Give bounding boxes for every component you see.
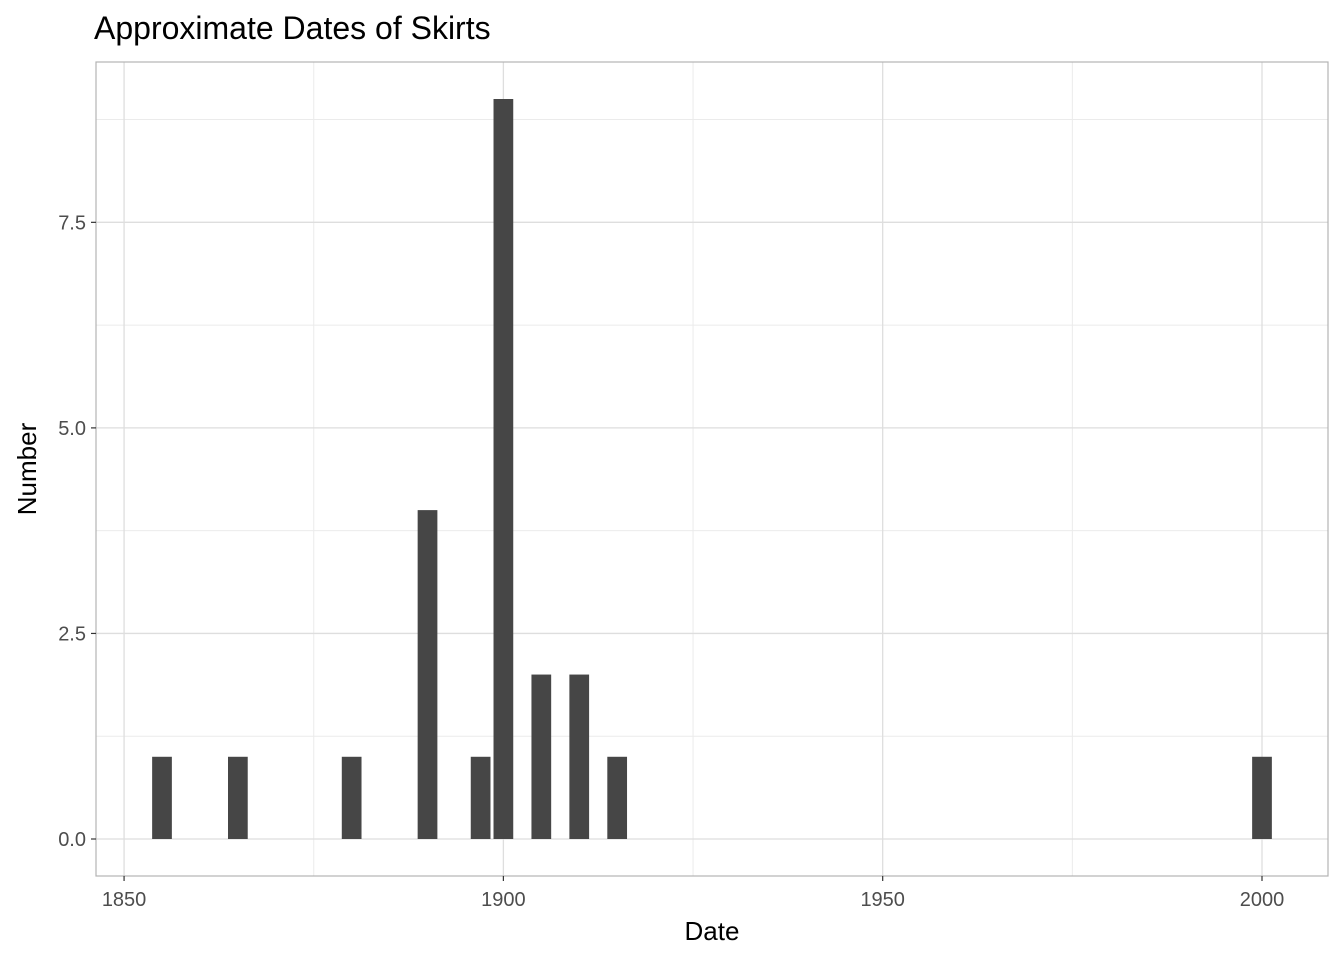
bar-1915 — [607, 756, 628, 839]
chart-title: Approximate Dates of Skirts — [94, 10, 491, 46]
tick-layer: 0.0 2.5 5.0 7.5 1850 1900 1950 2000 — [58, 212, 1284, 911]
y-tick-label: 7.5 — [58, 212, 86, 234]
bar-1897 — [470, 756, 491, 839]
x-axis-label: Date — [685, 916, 740, 946]
bar-1910 — [569, 674, 590, 839]
x-tick-label: 2000 — [1240, 889, 1285, 911]
bar-1865 — [228, 756, 248, 839]
y-tick-label: 2.5 — [58, 623, 86, 645]
y-tick-label: 0.0 — [58, 829, 86, 851]
y-axis-label: Number — [12, 422, 42, 515]
x-tick-label: 1900 — [481, 889, 526, 911]
grid-layer — [96, 62, 1328, 876]
bar-2000 — [1252, 756, 1272, 839]
bar-1900 — [493, 99, 514, 839]
bar-layer — [152, 99, 1272, 839]
x-tick-label: 1950 — [860, 889, 905, 911]
panel-border — [95, 61, 1329, 877]
bar-1880 — [341, 756, 362, 839]
bar-1855 — [152, 756, 172, 839]
bar-1890 — [417, 510, 438, 839]
x-tick-label: 1850 — [102, 889, 147, 911]
y-tick-label: 5.0 — [58, 418, 86, 440]
bar-1905 — [531, 674, 552, 839]
